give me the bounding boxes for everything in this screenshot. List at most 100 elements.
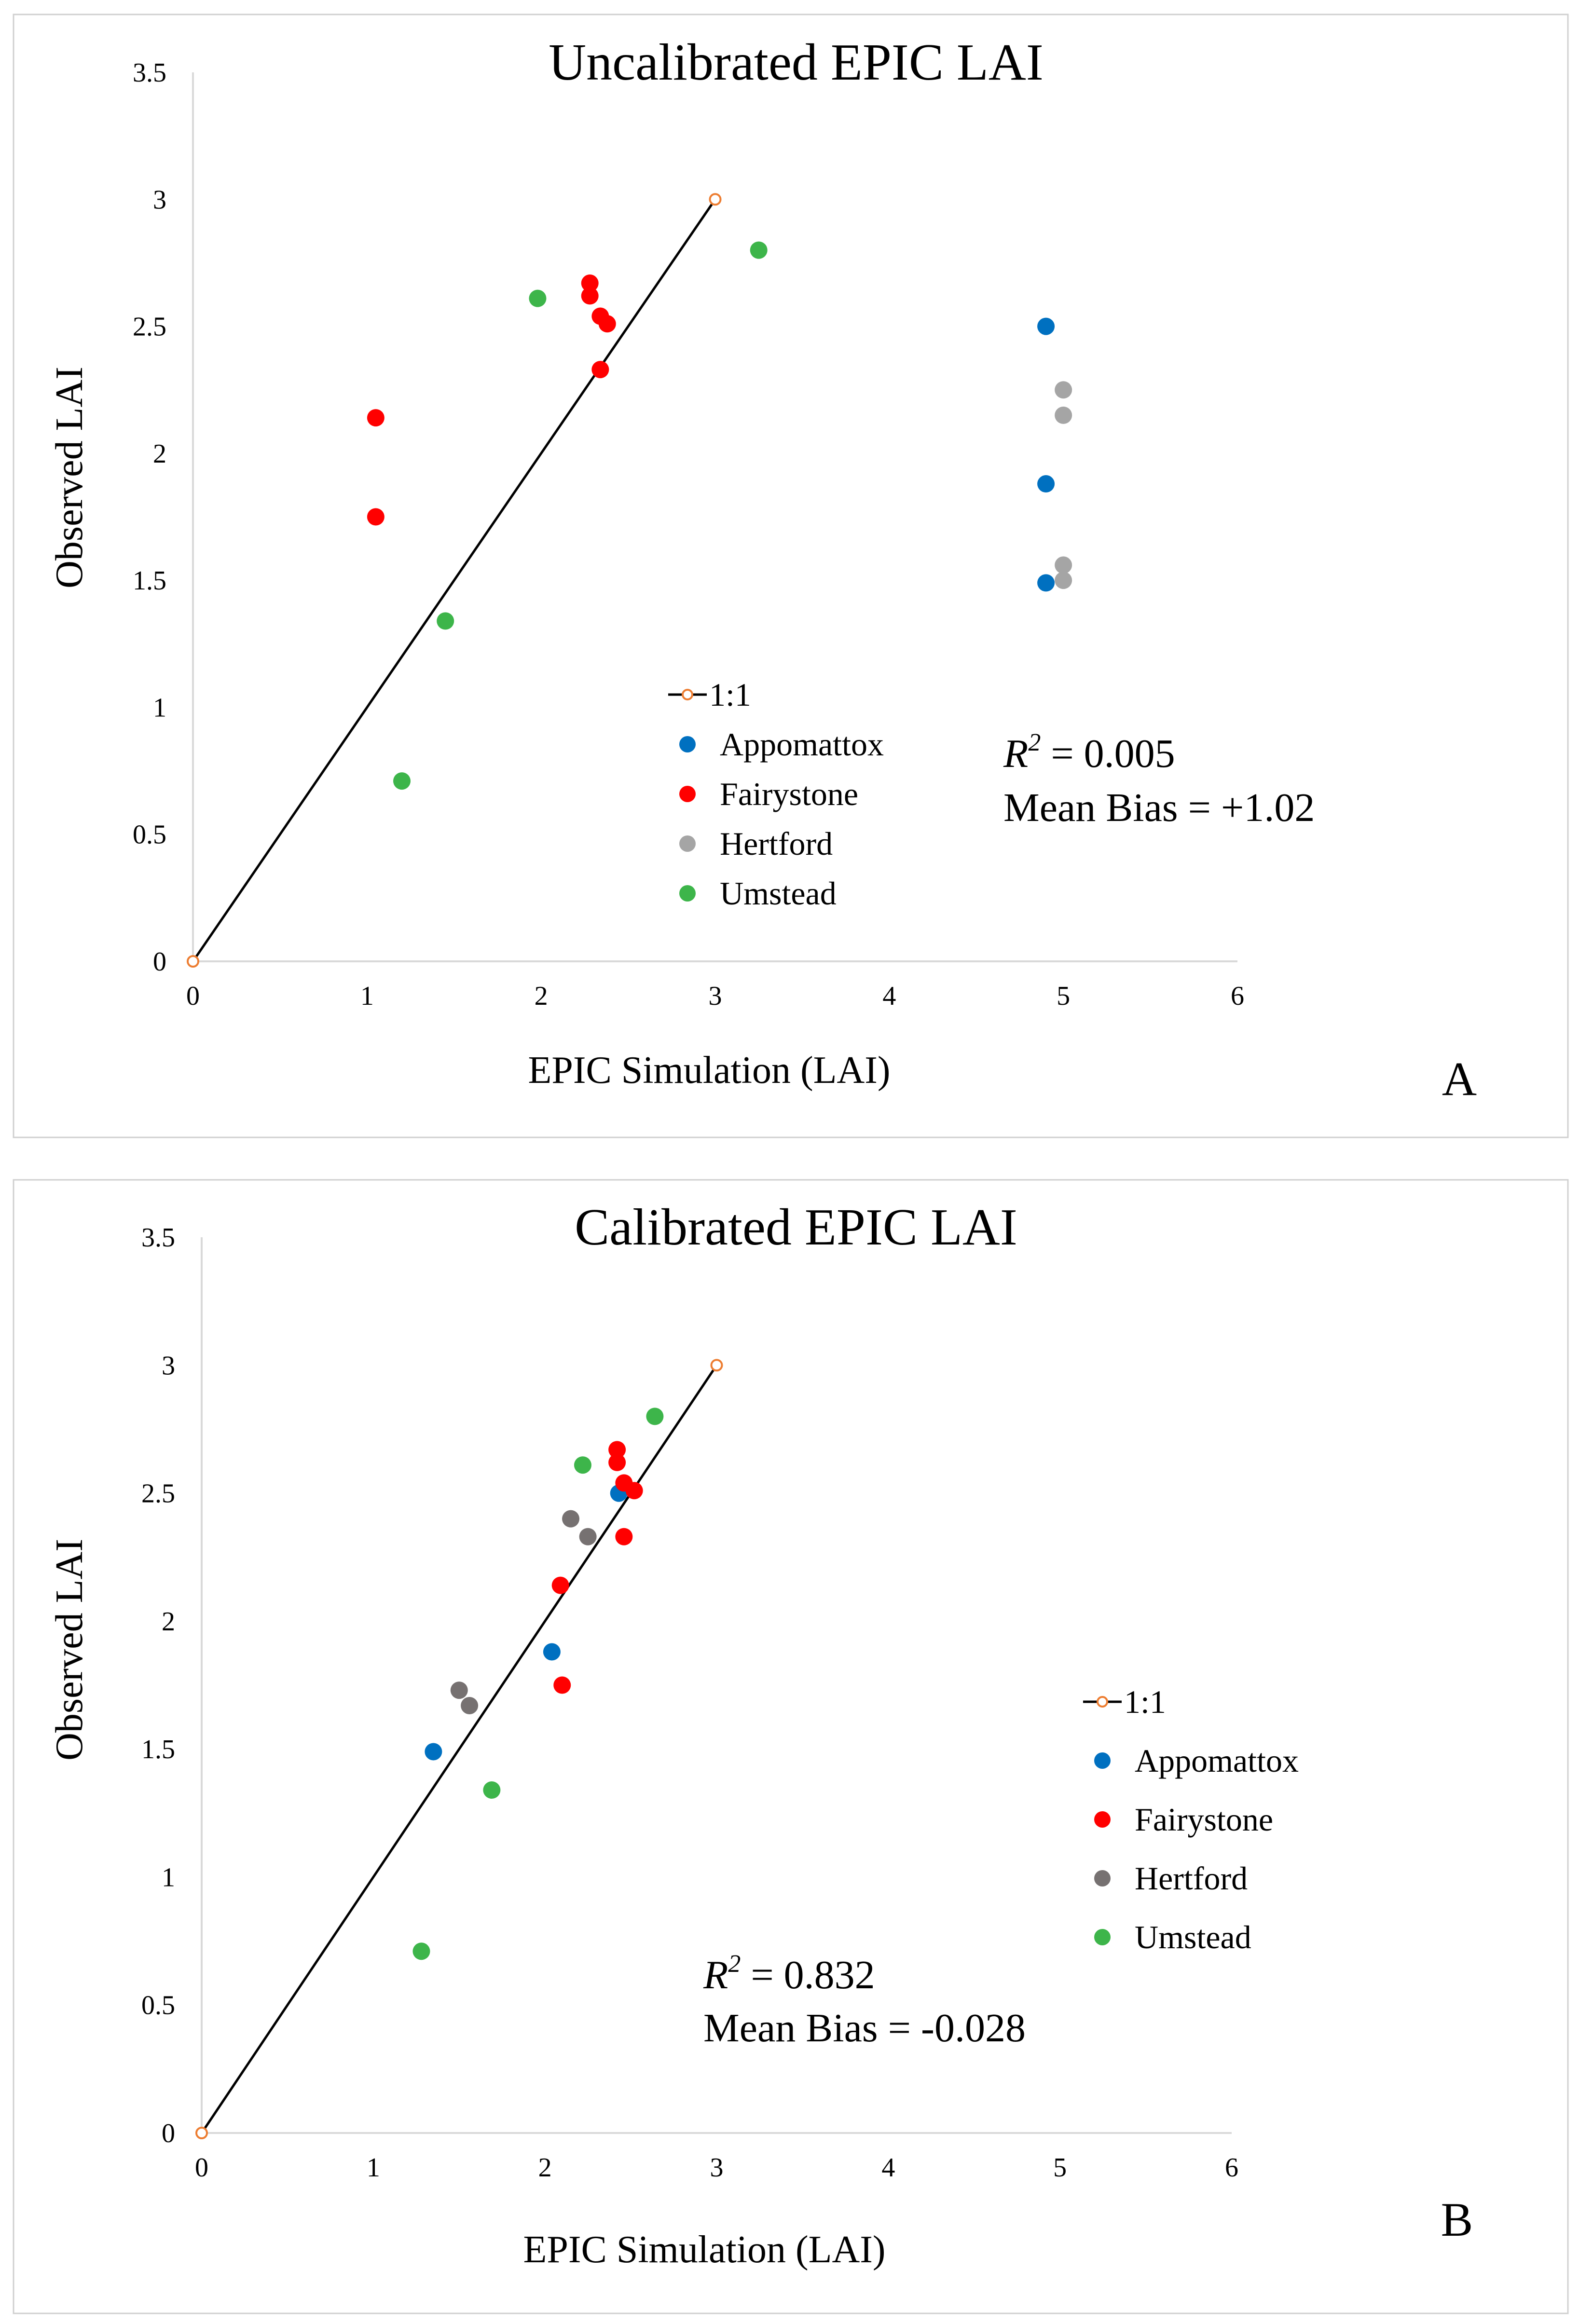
x-tick-label: 0 bbox=[195, 2153, 208, 2183]
r-squared-superscript: 2 bbox=[1028, 729, 1041, 756]
point-fairystone bbox=[615, 1528, 633, 1545]
legend-label-hertford: Hertford bbox=[720, 825, 833, 862]
point-hertford bbox=[450, 1681, 468, 1699]
point-umstead bbox=[529, 289, 547, 307]
one-to-one-endpoint bbox=[709, 193, 722, 206]
x-tick-label: 6 bbox=[1225, 2153, 1238, 2183]
y-tick-label: 3 bbox=[162, 1351, 175, 1381]
one-to-one-endpoint bbox=[710, 1359, 723, 1372]
point-hertford bbox=[1055, 556, 1072, 574]
point-fairystone bbox=[608, 1441, 626, 1459]
y-tick-label: 0.5 bbox=[133, 820, 166, 850]
legend-label-umstead: Umstead bbox=[1135, 1919, 1251, 1955]
point-fairystone bbox=[367, 508, 385, 526]
y-tick-label: 1 bbox=[162, 1862, 175, 1892]
legend-marker-fairystone bbox=[1094, 1811, 1111, 1828]
y-tick-label: 1.5 bbox=[133, 566, 166, 596]
point-umstead bbox=[483, 1781, 501, 1799]
y-axis-label: Observed LAI bbox=[48, 367, 91, 588]
legend-label-appomattox: Appomattox bbox=[1135, 1742, 1299, 1779]
point-appomattox bbox=[1037, 317, 1055, 335]
panel-a: 0 1 2 3 4 5 6 0 0.5 1 1.5 2 2.5 3 3.5 Uncalibrated EPIC… bbox=[13, 14, 1569, 1138]
y-tick-label: 3 bbox=[153, 185, 166, 215]
legend-one-to-one-marker bbox=[682, 689, 693, 700]
point-fairystone bbox=[608, 1453, 626, 1471]
point-fairystone bbox=[581, 274, 599, 292]
y-tick-label: 2.5 bbox=[133, 312, 166, 342]
y-tick-label: 2.5 bbox=[141, 1479, 175, 1509]
point-hertford bbox=[461, 1696, 479, 1714]
point-umstead bbox=[437, 612, 454, 630]
point-fairystone bbox=[625, 1482, 643, 1500]
x-axis-label: EPIC Simulation (LAI) bbox=[523, 2228, 885, 2271]
point-fairystone bbox=[367, 409, 385, 427]
y-tick-label: 2 bbox=[162, 1607, 175, 1637]
panel-frame bbox=[13, 1179, 1569, 2314]
legend-label-fairystone: Fairystone bbox=[720, 776, 858, 812]
legend-marker-umstead bbox=[679, 885, 696, 902]
x-tick-label: 6 bbox=[1231, 981, 1244, 1011]
mean-bias-annotation: Mean Bias = +1.02 bbox=[1003, 785, 1315, 830]
panel-label: B bbox=[1441, 2193, 1473, 2246]
one-to-one-endpoint bbox=[195, 2127, 208, 2139]
point-fairystone bbox=[591, 361, 609, 379]
r-squared-superscript: 2 bbox=[728, 1950, 741, 1978]
y-tick-label: 3.5 bbox=[141, 1223, 175, 1253]
x-tick-label: 4 bbox=[881, 2153, 895, 2183]
panel-frame bbox=[13, 14, 1569, 1138]
point-fairystone bbox=[598, 315, 616, 333]
chart-title: Calibrated EPIC LAI bbox=[575, 1199, 1017, 1256]
legend-one-to-one-marker bbox=[1097, 1696, 1108, 1708]
y-axis-label: Observed LAI bbox=[48, 1539, 91, 1761]
point-hertford bbox=[1055, 406, 1072, 424]
y-tick-label: 3.5 bbox=[133, 58, 166, 88]
x-tick-label: 3 bbox=[709, 981, 722, 1011]
chart-title: Uncalibrated EPIC LAI bbox=[549, 34, 1044, 91]
legend-label-hertford: Hertford bbox=[1135, 1860, 1248, 1897]
point-umstead bbox=[574, 1456, 591, 1474]
point-appomattox bbox=[543, 1643, 561, 1661]
legend-one-to-one-label: 1:1 bbox=[1124, 1683, 1166, 1720]
legend-marker-appomattox bbox=[679, 736, 696, 752]
x-tick-label: 2 bbox=[538, 2153, 552, 2183]
legend-marker-fairystone bbox=[679, 786, 696, 802]
x-tick-label: 5 bbox=[1057, 981, 1070, 1011]
x-axis-label: EPIC Simulation (LAI) bbox=[528, 1049, 890, 1092]
point-fairystone bbox=[581, 287, 599, 305]
y-tick-label: 1.5 bbox=[141, 1735, 175, 1764]
point-fairystone bbox=[553, 1676, 571, 1694]
legend-label-umstead: Umstead bbox=[720, 875, 837, 912]
point-appomattox bbox=[425, 1743, 442, 1761]
legend-marker-hertford bbox=[1094, 1870, 1111, 1887]
legend-one-to-one-label: 1:1 bbox=[709, 676, 751, 713]
legend-label-appomattox: Appomattox bbox=[720, 726, 884, 763]
one-to-one-line bbox=[192, 198, 716, 962]
point-hertford bbox=[579, 1528, 597, 1545]
y-tick-label: 0 bbox=[162, 2119, 175, 2148]
one-to-one-endpoint bbox=[187, 955, 199, 968]
x-tick-label: 0 bbox=[186, 981, 200, 1011]
point-appomattox bbox=[1037, 574, 1055, 592]
x-tick-label: 1 bbox=[367, 2153, 380, 2183]
r-squared-annotation: R2 = 0.832 bbox=[703, 1950, 875, 1997]
r-squared-value: = 0.832 bbox=[741, 1953, 875, 1997]
x-tick-label: 1 bbox=[360, 981, 374, 1011]
point-hertford bbox=[562, 1510, 580, 1528]
y-tick-label: 0 bbox=[153, 947, 166, 977]
legend-marker-hertford bbox=[679, 835, 696, 852]
point-umstead bbox=[750, 241, 768, 259]
point-umstead bbox=[646, 1408, 664, 1425]
x-tick-label: 2 bbox=[535, 981, 548, 1011]
mean-bias-annotation: Mean Bias = -0.028 bbox=[703, 2006, 1026, 2051]
point-fairystone bbox=[551, 1576, 569, 1594]
legend-marker-appomattox bbox=[1094, 1752, 1111, 1769]
y-tick-label: 0.5 bbox=[141, 1991, 175, 2021]
y-tick-label: 2 bbox=[153, 439, 166, 469]
legend-marker-umstead bbox=[1094, 1929, 1111, 1945]
point-umstead bbox=[412, 1942, 430, 1960]
y-tick-label: 1 bbox=[153, 693, 166, 723]
point-appomattox bbox=[1037, 475, 1055, 493]
x-tick-label: 5 bbox=[1053, 2153, 1067, 2183]
point-hertford bbox=[1055, 572, 1072, 589]
